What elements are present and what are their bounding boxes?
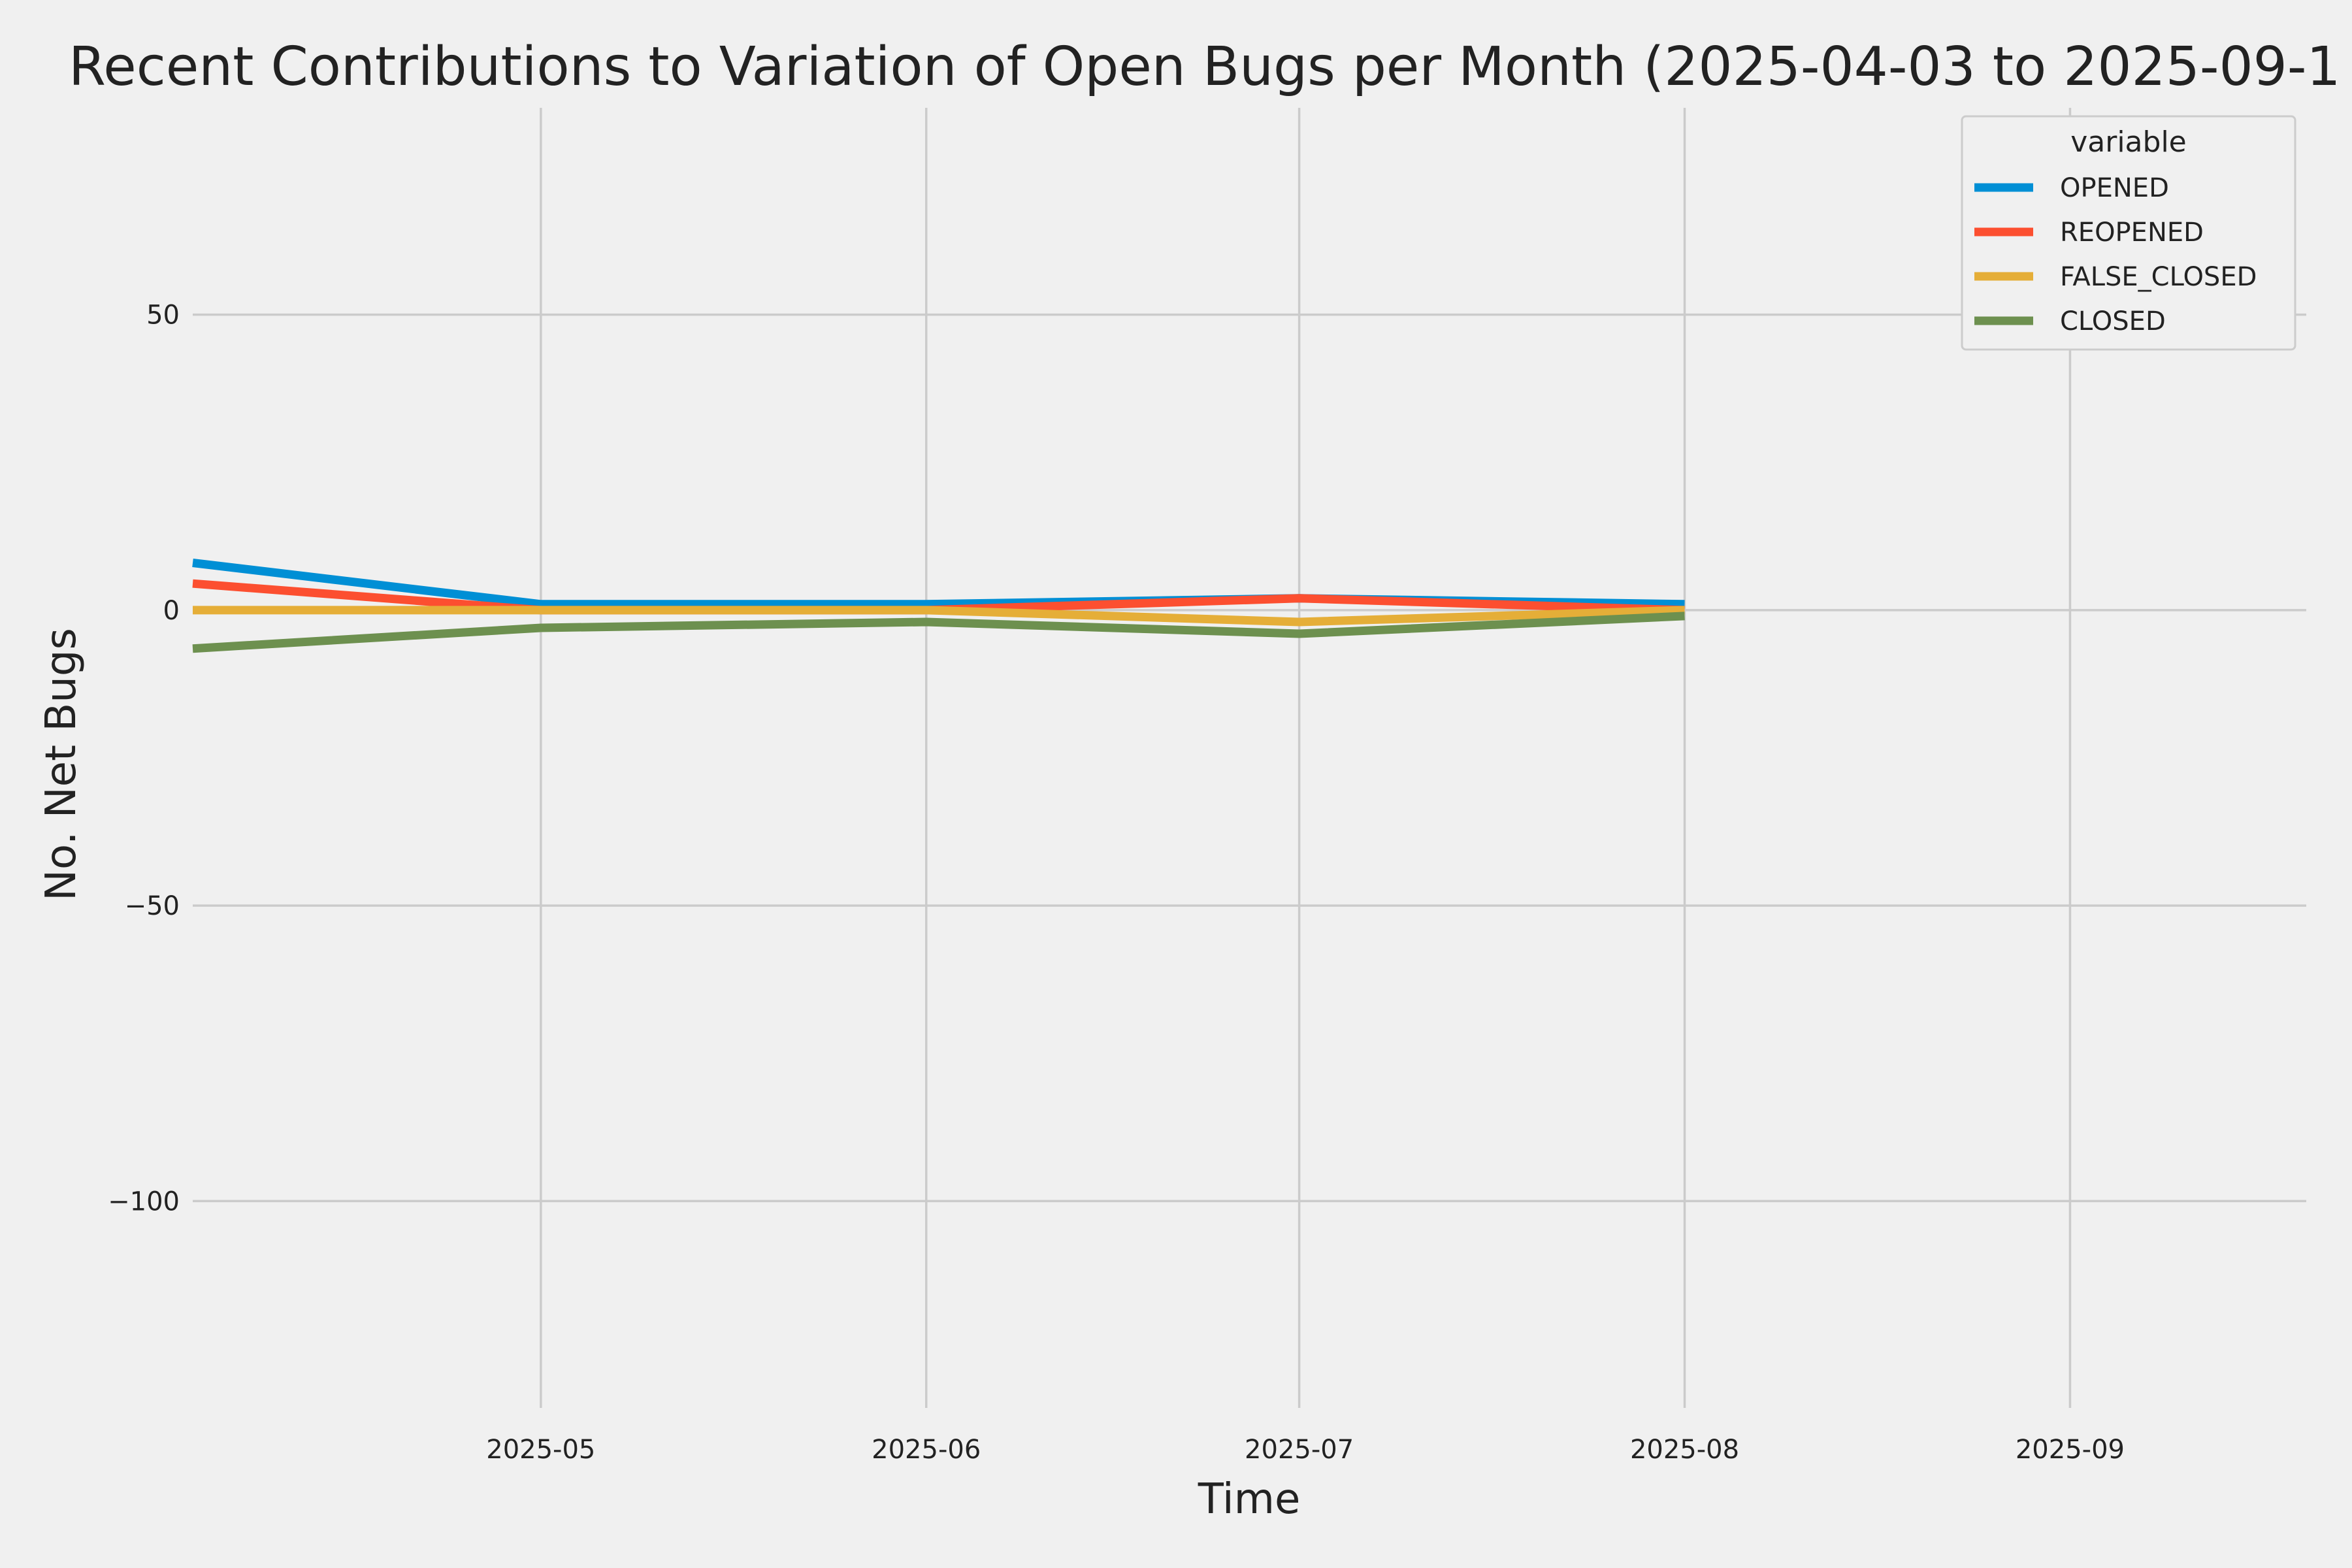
legend-title: variable [2070, 125, 2187, 159]
legend: variable OPENED REOPENED FALSE_CLOSED CLOSE… [1961, 115, 2296, 351]
y-tick-label: −50 [125, 891, 180, 921]
y-tick-label: −100 [108, 1186, 180, 1217]
legend-label: OPENED [2060, 173, 2169, 203]
series-line-false-closed [193, 606, 1685, 627]
x-axis-title: Time [1198, 1475, 1301, 1524]
legend-label: CLOSED [2060, 306, 2166, 336]
y-tick-label: 0 [163, 596, 180, 626]
y-axis-title: No. Net Bugs [37, 628, 86, 901]
x-tick-label: 2025-05 [486, 1435, 595, 1465]
legend-box [1961, 115, 2296, 351]
x-tick-label: 2025-08 [1630, 1435, 1739, 1465]
series-line-closed [192, 612, 1685, 653]
chart-title: Recent Contributions to Variation of Ope… [69, 36, 2341, 98]
legend-label: REOPENED [2060, 218, 2204, 248]
x-tick-label: 2025-07 [1245, 1435, 1354, 1465]
x-tick-label: 2025-06 [872, 1435, 981, 1465]
x-tick-label: 2025-09 [2016, 1435, 2125, 1465]
y-tick-label: 50 [146, 301, 180, 331]
series-lines [192, 559, 1685, 653]
y-tick-labels: 50 0 −50 −100 [108, 301, 180, 1217]
legend-label: FALSE_CLOSED [2060, 262, 2257, 292]
x-tick-labels: 2025-05 2025-06 2025-07 2025-08 2025-09 [486, 1435, 2125, 1465]
